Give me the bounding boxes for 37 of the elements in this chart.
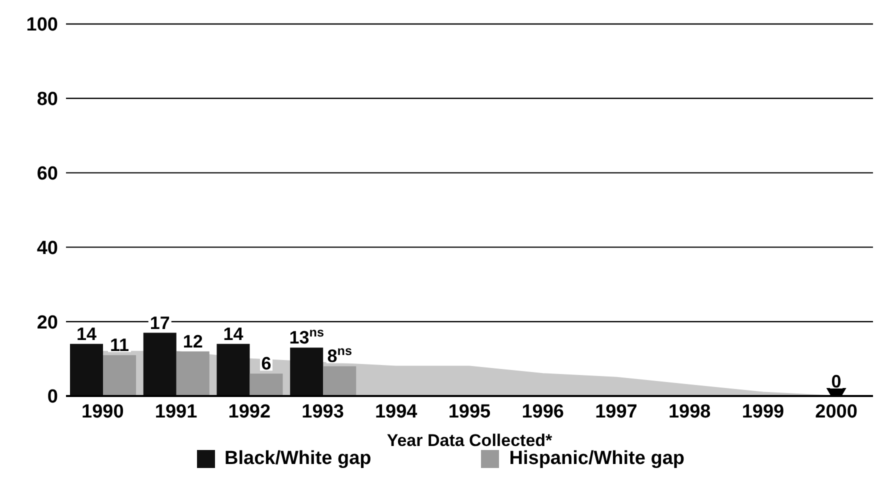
x-tick-label: 1995 xyxy=(448,401,492,422)
x-tick-label: 1994 xyxy=(374,401,418,422)
data-label: 6 xyxy=(261,354,272,374)
legend-label: Hispanic/White gap xyxy=(509,448,684,470)
x-tick-label: 1990 xyxy=(82,401,124,422)
data-label: 12 xyxy=(182,331,203,352)
x-tick-label: 1991 xyxy=(154,401,198,422)
x-tick-label: 1997 xyxy=(595,401,638,422)
y-tick-label: 100 xyxy=(26,14,58,36)
data-label: 0 xyxy=(831,371,842,392)
bar xyxy=(216,344,250,396)
data-label: 14 xyxy=(223,324,244,344)
data-label: 11 xyxy=(110,335,130,356)
y-tick-label: 80 xyxy=(36,89,58,110)
data-label: 8$^{ns}$ xyxy=(327,344,352,366)
y-tick-label: 0 xyxy=(47,386,58,408)
y-tick-label: 60 xyxy=(36,164,58,185)
x-tick-label: 1992 xyxy=(228,401,271,422)
y-tick-label: 20 xyxy=(36,312,58,334)
bar xyxy=(143,332,176,396)
bar xyxy=(290,348,324,396)
bar xyxy=(323,366,356,396)
x-axis-title: Year Data Collected* xyxy=(386,431,553,450)
y-tick-label: 40 xyxy=(36,238,58,259)
bar xyxy=(103,355,136,396)
x-tick-label: 1999 xyxy=(742,401,784,422)
bar xyxy=(70,344,104,396)
x-tick-label: 1996 xyxy=(522,401,564,422)
bar xyxy=(176,351,210,396)
data-label: 17 xyxy=(150,312,170,333)
data-label: 13$^{ns}$ xyxy=(289,326,324,348)
x-tick-label: 1998 xyxy=(668,401,711,422)
x-tick-label: 2000 xyxy=(815,401,858,422)
data-label: 14 xyxy=(76,324,97,344)
bar xyxy=(250,374,283,396)
legend-label: Black/White gap xyxy=(224,448,372,470)
x-tick-label: 1993 xyxy=(302,401,344,422)
